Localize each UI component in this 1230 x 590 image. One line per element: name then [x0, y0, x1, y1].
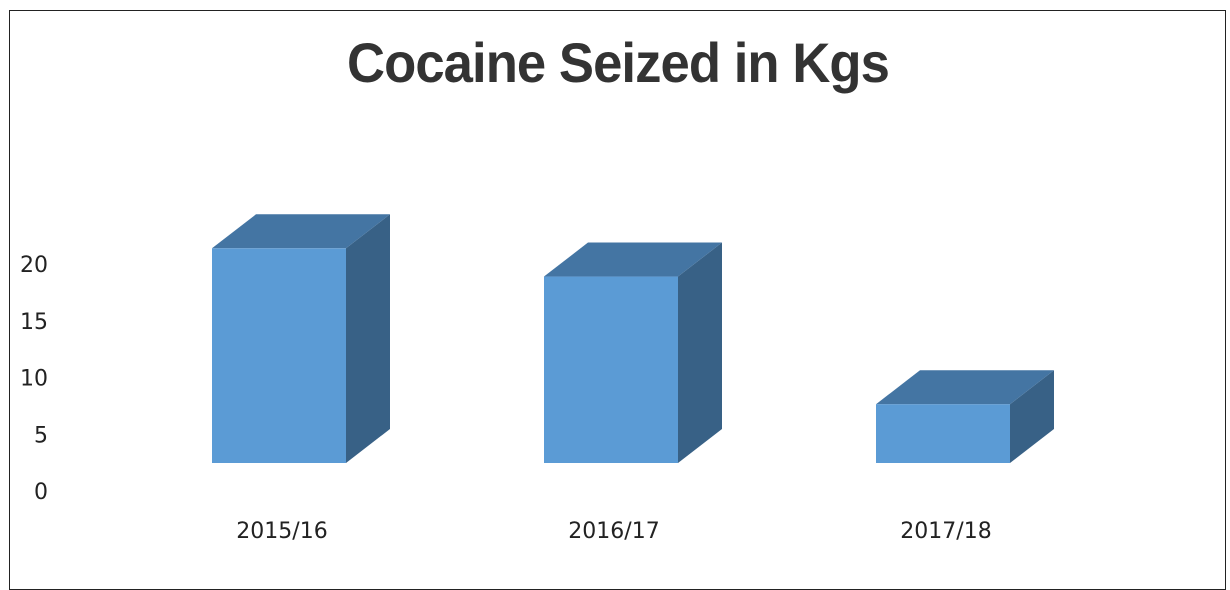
bar-side-face: [346, 214, 390, 463]
bar-side-face: [1010, 370, 1054, 463]
x-category-label: 2015/16: [236, 519, 327, 544]
bar-2015/16: [212, 214, 390, 463]
bar-2017/18: [876, 370, 1054, 463]
chart-title: Cocaine Seized in Kgs: [347, 31, 890, 94]
bar-front: [876, 404, 1010, 463]
x-category-label: 2017/18: [900, 519, 991, 544]
bar-front: [212, 248, 346, 463]
bar-front: [544, 276, 678, 463]
chart-plot-area: 0 5 10 15 20 2015/16 2016/17 2017/18: [20, 214, 1054, 544]
y-tick-label: 5: [34, 423, 48, 448]
y-tick-label: 15: [20, 310, 48, 335]
y-tick-label: 20: [20, 253, 48, 278]
bars: [212, 214, 1054, 463]
bar-2016/17: [544, 242, 722, 463]
bar-top-face: [544, 242, 722, 277]
bar-side-face: [678, 242, 722, 463]
y-axis-ticks: 0 5 10 15 20: [20, 253, 48, 505]
y-tick-label: 0: [34, 480, 48, 505]
x-category-label: 2016/17: [568, 519, 659, 544]
y-tick-label: 10: [20, 367, 48, 392]
bar-top-face: [876, 370, 1054, 405]
x-axis-categories: 2015/16 2016/17 2017/18: [236, 519, 991, 544]
bar-top-face: [212, 214, 390, 249]
